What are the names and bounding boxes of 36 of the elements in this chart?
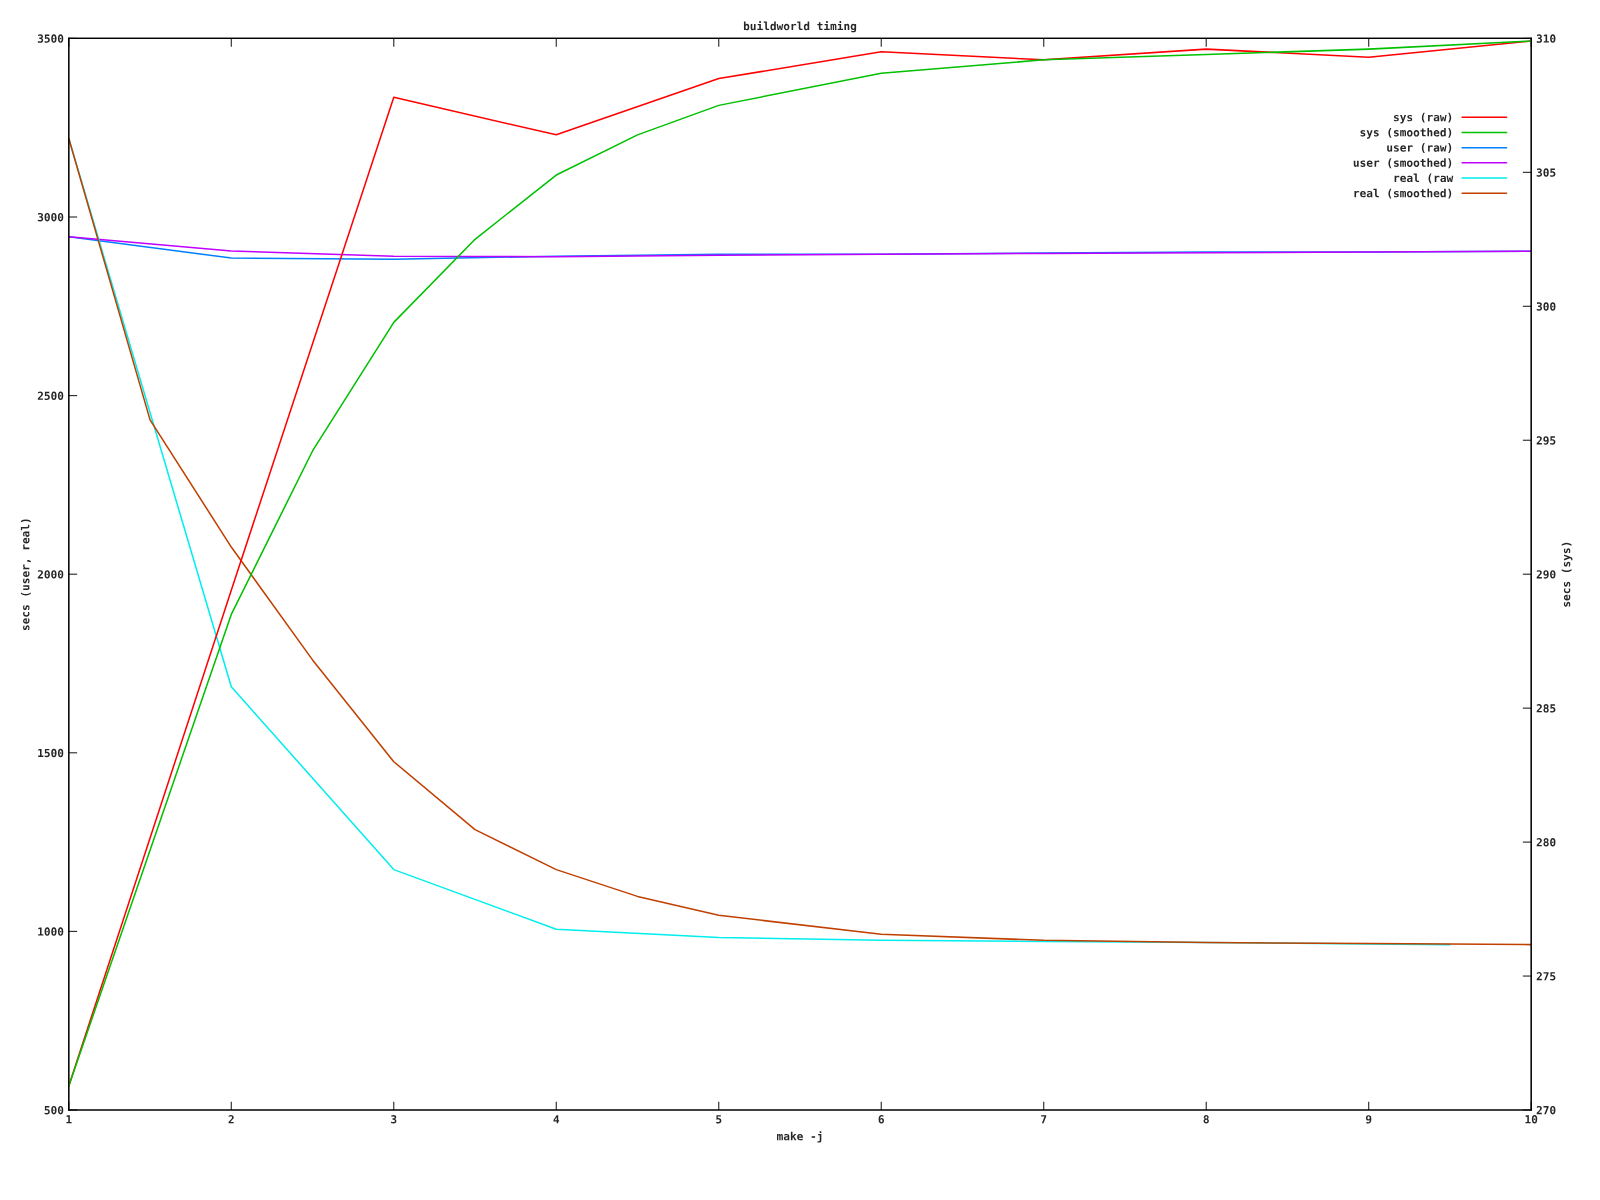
legend-label: user (smoothed) bbox=[1353, 158, 1452, 169]
x-tick-label: 1 bbox=[66, 1115, 72, 1124]
x-tick-label: 3 bbox=[391, 1115, 397, 1124]
y2-tick-label: 310 bbox=[1536, 34, 1556, 43]
x-tick-label: 2 bbox=[228, 1115, 234, 1124]
y2-tick-label: 290 bbox=[1536, 570, 1556, 579]
y-axis-title: secs (user, real) bbox=[20, 519, 31, 631]
y-tick-label: 1500 bbox=[38, 748, 64, 758]
y2-tick-label: 285 bbox=[1536, 704, 1556, 713]
legend-label: real (raw bbox=[1394, 173, 1454, 184]
x-tick-label: 4 bbox=[553, 1115, 560, 1124]
x-tick-label: 5 bbox=[716, 1115, 722, 1124]
x-tick-label: 7 bbox=[1041, 1115, 1047, 1124]
legend-label: user (raw) bbox=[1387, 143, 1452, 153]
y2-tick-label: 270 bbox=[1536, 1105, 1556, 1115]
y2-tick-label: 280 bbox=[1536, 838, 1556, 847]
x-tick-label: 9 bbox=[1365, 1115, 1372, 1124]
y-tick-label: 3500 bbox=[37, 34, 64, 43]
y2-tick-label: 295 bbox=[1536, 436, 1556, 445]
y2-axis-title: secs (sys) bbox=[1561, 542, 1573, 607]
chart-title: buildworld timing bbox=[743, 21, 857, 33]
x-tick-label: 8 bbox=[1203, 1115, 1209, 1124]
y-tick-label: 2500 bbox=[37, 391, 64, 400]
y-tick-label: 500 bbox=[44, 1105, 64, 1115]
y-tick-label: 3000 bbox=[37, 212, 64, 222]
x-axis-title: make -j bbox=[777, 1131, 822, 1143]
y-tick-label: 1000 bbox=[38, 927, 64, 936]
y2-tick-label: 275 bbox=[1536, 972, 1556, 981]
legend-label: real (smoothed) bbox=[1354, 188, 1452, 199]
legend-label: sys (raw) bbox=[1393, 112, 1452, 124]
y-tick-label: 2000 bbox=[37, 570, 64, 579]
y2-tick-label: 300 bbox=[1536, 302, 1556, 311]
x-tick-label: 10 bbox=[1525, 1115, 1538, 1124]
legend-label: sys (smoothed) bbox=[1360, 127, 1452, 139]
x-tick-label: 6 bbox=[878, 1115, 884, 1124]
y2-tick-label: 305 bbox=[1536, 168, 1556, 177]
